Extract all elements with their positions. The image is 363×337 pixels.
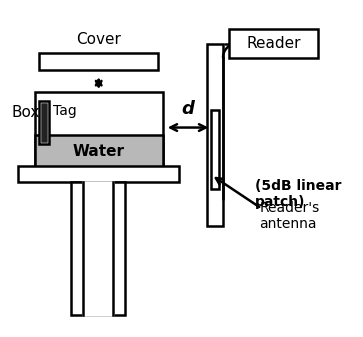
Text: Reader: Reader xyxy=(246,36,301,51)
Bar xyxy=(18,166,179,182)
Bar xyxy=(40,53,158,70)
Bar xyxy=(34,135,163,167)
Text: Tag: Tag xyxy=(53,104,77,118)
Text: Water: Water xyxy=(73,144,125,159)
Text: d: d xyxy=(182,100,195,118)
Bar xyxy=(71,182,125,315)
Bar xyxy=(211,110,219,189)
Text: Reader's
antenna: Reader's antenna xyxy=(260,201,320,231)
Bar xyxy=(207,44,223,226)
Bar xyxy=(229,29,318,58)
Bar xyxy=(83,182,114,315)
Bar xyxy=(42,104,46,141)
Bar xyxy=(40,101,49,144)
Text: Cover: Cover xyxy=(76,32,121,47)
Text: Box: Box xyxy=(12,105,40,120)
Text: (5dB linear
patch): (5dB linear patch) xyxy=(254,179,341,209)
Bar xyxy=(34,92,163,167)
